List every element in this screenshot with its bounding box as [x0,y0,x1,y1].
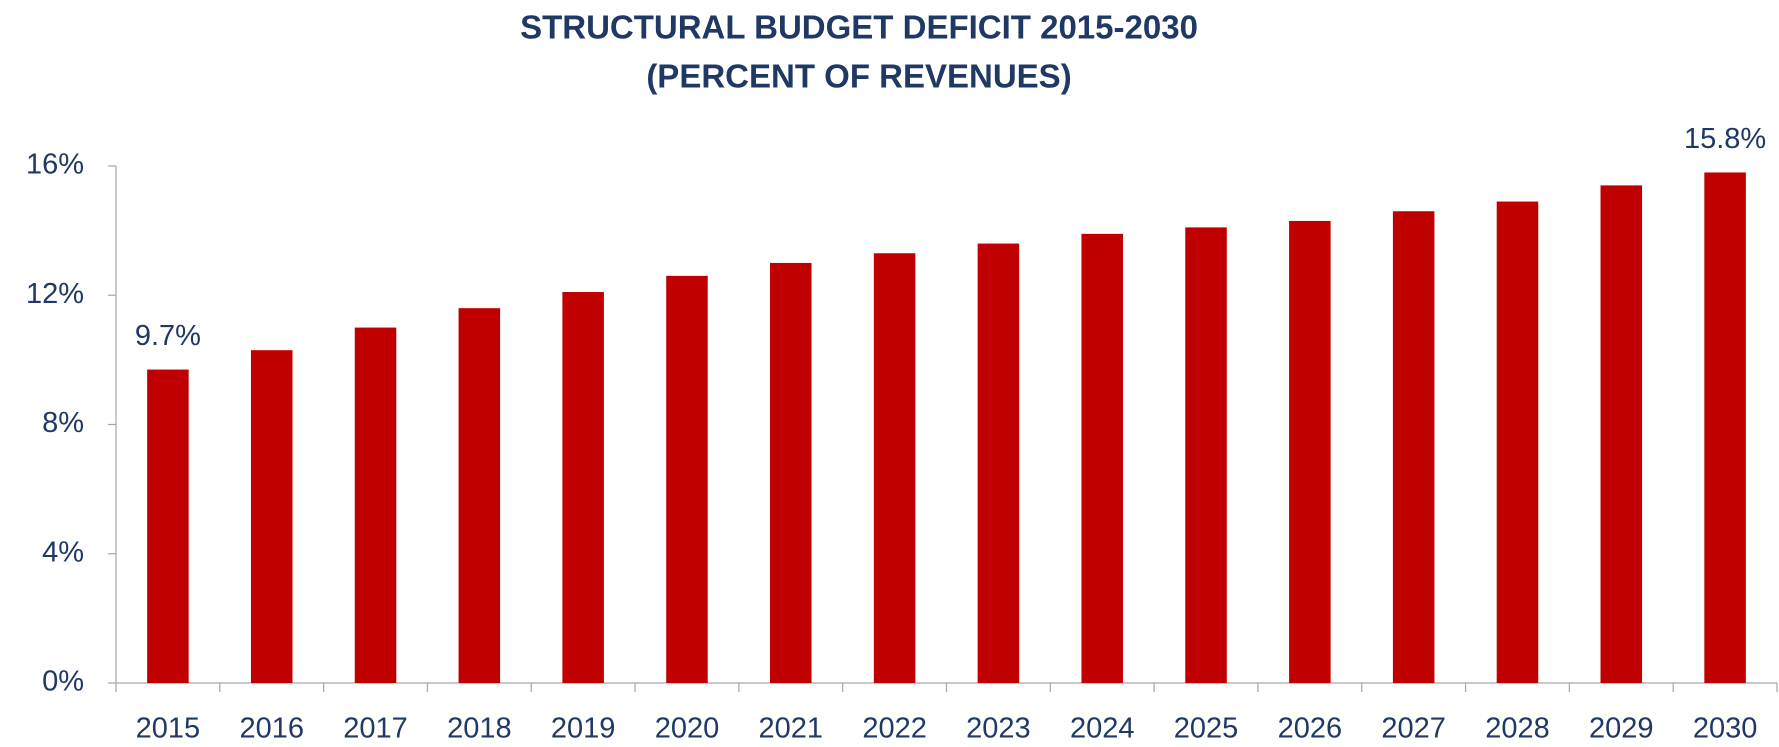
y-tick-label: 4% [42,536,84,568]
bar [1081,233,1123,683]
data-label: 15.8% [1684,123,1766,155]
x-tick-label: 2018 [447,713,512,745]
y-tick-label: 0% [42,666,84,698]
bar [1704,172,1746,683]
bar [770,262,812,683]
data-label: 9.7% [135,320,201,352]
x-tick-label: 2015 [136,713,201,745]
x-tick-label: 2027 [1381,713,1446,745]
x-tick-label: 2029 [1589,713,1654,745]
bar [1289,220,1331,683]
y-tick-label: 8% [42,407,84,439]
x-tick-label: 2028 [1485,713,1550,745]
x-tick-label: 2025 [1174,713,1239,745]
x-tick-label: 2026 [1278,713,1343,745]
x-tick-label: 2016 [239,713,304,745]
x-tick-label: 2017 [343,713,408,745]
y-tick-label: 16% [26,149,84,181]
x-tick-label: 2030 [1693,713,1758,745]
bar [354,327,397,683]
x-tick-label: 2023 [966,713,1031,745]
bar [458,308,501,683]
bar [250,350,293,683]
x-tick-label: 2024 [1070,713,1135,745]
bar [666,275,708,683]
bar [1185,227,1227,684]
chart-title: STRUCTURAL BUDGET DEFICIT 2015-2030 [520,9,1198,46]
chart-subtitle: (PERCENT OF REVENUES) [646,58,1071,95]
bar [147,369,189,683]
bar [562,292,604,683]
bar [1496,201,1539,683]
x-tick-label: 2022 [862,713,927,745]
x-tick-label: 2020 [655,713,720,745]
bar [977,243,1020,684]
x-tick-label: 2021 [759,713,824,745]
y-tick-label: 12% [26,278,84,310]
bar [1392,211,1435,684]
bar [873,253,916,683]
bar [1600,185,1643,683]
x-tick-label: 2019 [551,713,616,745]
